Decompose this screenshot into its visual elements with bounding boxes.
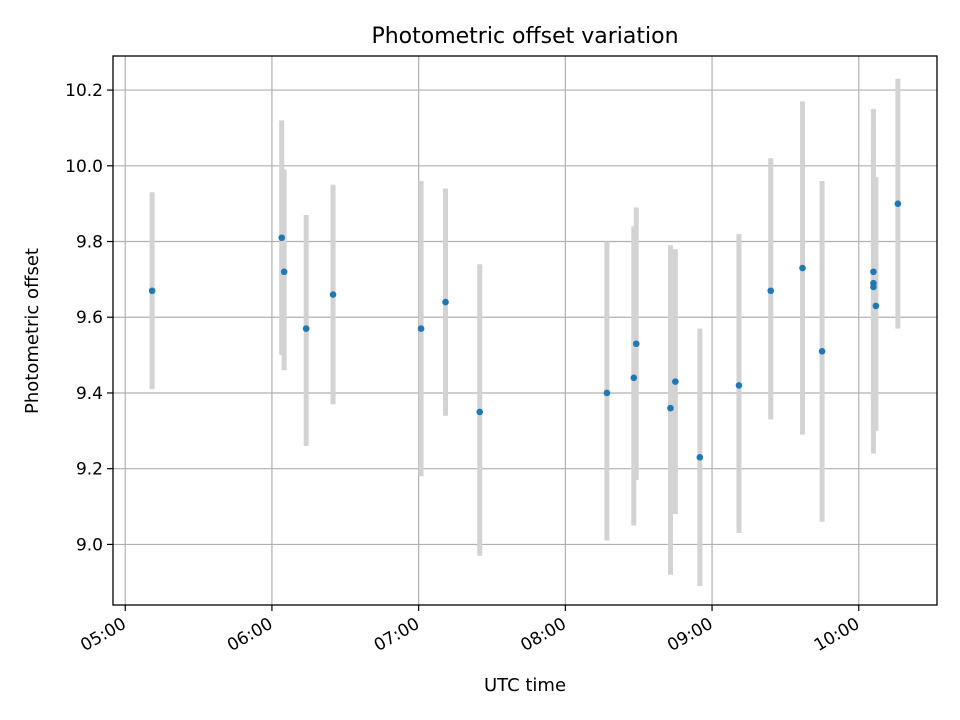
x-tick-label: 05:00: [77, 614, 129, 656]
data-point: [417, 325, 425, 332]
grid-layer: [113, 56, 937, 605]
x-tick-label: 10:00: [811, 614, 863, 656]
errorbar-layer: [149, 78, 901, 587]
data-point: [476, 408, 484, 416]
data-point: [870, 268, 877, 276]
y-tick-label: 9.2: [76, 460, 103, 480]
data-point: [696, 454, 704, 461]
data-point: [280, 268, 288, 276]
data-point: [870, 279, 877, 287]
y-axis-label: Photometric offset: [22, 248, 43, 414]
data-point: [632, 340, 640, 348]
data-point: [278, 234, 286, 242]
data-point: [872, 302, 880, 310]
data-point: [630, 374, 638, 382]
y-tick-label: 10.0: [65, 157, 103, 177]
x-axis-label: UTC time: [484, 675, 566, 696]
y-tick-label: 9.0: [76, 535, 103, 555]
chart-title: Photometric offset variation: [371, 24, 678, 49]
data-point: [302, 325, 310, 332]
y-tick-label: 9.8: [76, 233, 103, 253]
data-point: [799, 264, 806, 272]
points-layer: [148, 200, 902, 461]
x-tick-labels: 05:00 06:00 07:00 08:00 09:00 10:00: [77, 605, 863, 656]
y-tick-label: 9.6: [76, 308, 103, 328]
x-tick-label: 07:00: [371, 614, 423, 656]
x-tick-label: 06:00: [224, 614, 276, 656]
x-tick-label: 08:00: [517, 614, 569, 656]
data-point: [329, 291, 337, 298]
data-point: [667, 404, 674, 412]
data-point: [894, 200, 902, 207]
y-tick-label: 9.4: [76, 384, 103, 404]
data-point: [603, 389, 611, 397]
x-tick-label: 09:00: [664, 614, 716, 656]
data-point: [767, 287, 775, 295]
data-point: [818, 348, 826, 355]
plot-frame: [112, 55, 938, 606]
data-point: [735, 382, 743, 389]
data-point: [148, 287, 156, 295]
data-point: [442, 298, 449, 306]
y-tick-label: 10.2: [65, 81, 103, 101]
y-tick-labels: 9.0 9.2 9.4 9.6 9.8 10.0 10.2: [65, 81, 113, 555]
data-point: [672, 378, 679, 385]
